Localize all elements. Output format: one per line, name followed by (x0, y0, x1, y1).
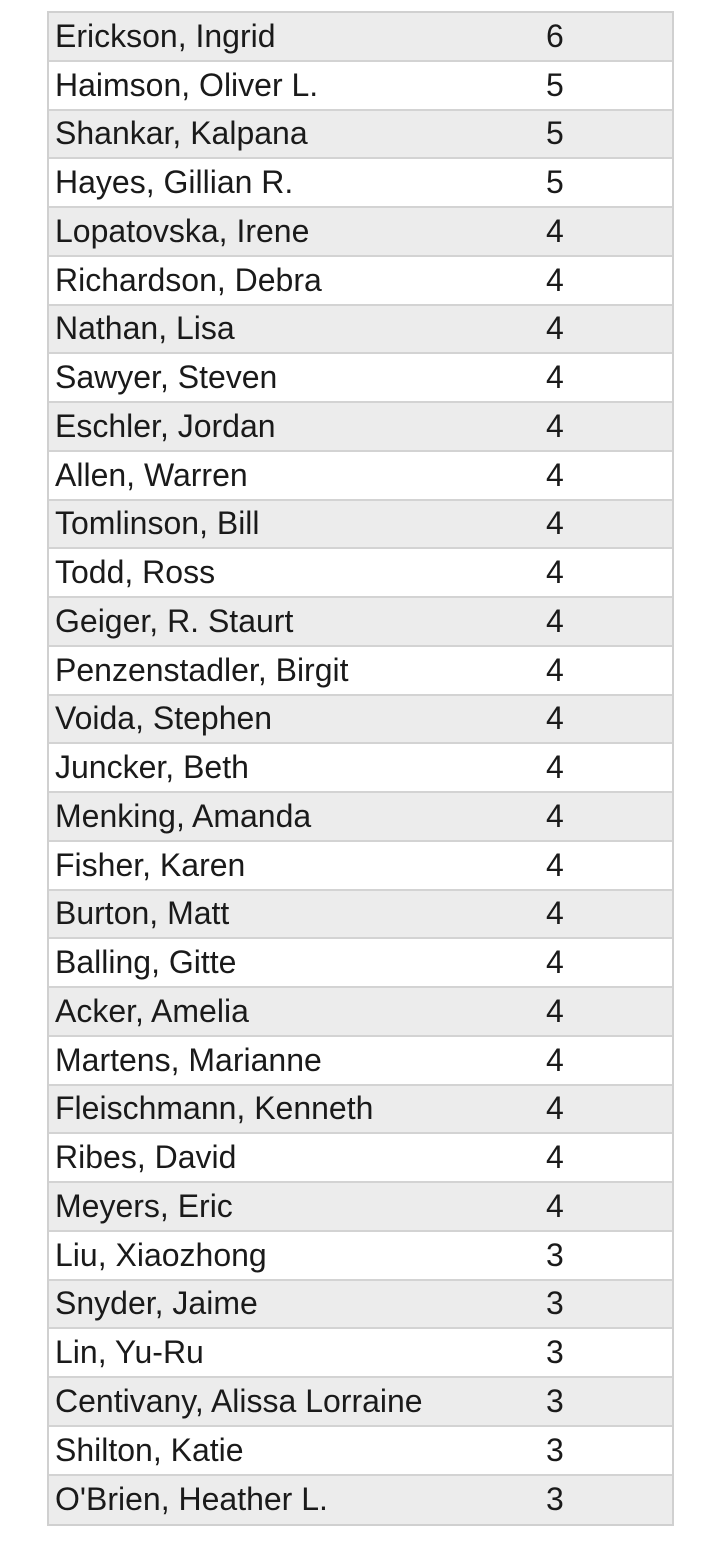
count-cell: 4 (546, 992, 564, 1029)
author-name-cell: Eschler, Jordan (55, 407, 276, 444)
table-row: Geiger, R. Staurt 4 (49, 598, 672, 647)
count-cell: 4 (546, 651, 564, 688)
author-name-cell: Martens, Marianne (55, 1041, 322, 1078)
author-name-cell: Juncker, Beth (55, 749, 249, 786)
author-name-cell: Menking, Amanda (55, 797, 312, 834)
author-name-cell: Liu, Xiaozhong (55, 1236, 267, 1273)
count-cell: 3 (546, 1481, 564, 1518)
table-row: Sawyer, Steven 4 (49, 354, 672, 403)
author-name-cell: Burton, Matt (55, 895, 230, 932)
table-row: Richardson, Debra 4 (49, 256, 672, 306)
author-name-cell: Richardson, Debra (55, 261, 322, 298)
count-cell: 4 (546, 1041, 564, 1078)
count-cell: 3 (546, 1236, 564, 1273)
author-name-cell: Allen, Warren (55, 456, 248, 493)
table-row: Todd, Ross 4 (49, 549, 672, 598)
author-name-cell: Snyder, Jaime (55, 1285, 258, 1322)
count-cell: 4 (546, 602, 564, 639)
count-cell: 4 (546, 846, 564, 883)
table-row: Erickson, Ingrid 6 (49, 13, 672, 62)
author-name-cell: Sawyer, Steven (55, 359, 278, 396)
table-row: Tomlinson, Bill 4 (49, 500, 672, 550)
count-cell: 4 (546, 1090, 564, 1127)
author-name-cell: Haimson, Oliver L. (55, 66, 319, 103)
count-cell: 3 (546, 1431, 564, 1468)
table-row: Acker, Amelia 4 (49, 988, 672, 1037)
author-name-cell: Voida, Stephen (55, 700, 273, 737)
table-row: Juncker, Beth 4 (49, 744, 672, 793)
table-row: Centivany, Alissa Lorraine 3 (49, 1378, 672, 1427)
table-row: Burton, Matt 4 (49, 890, 672, 940)
author-name-cell: Nathan, Lisa (55, 310, 235, 347)
author-name-cell: Centivany, Alissa Lorraine (55, 1382, 423, 1419)
count-cell: 4 (546, 261, 564, 298)
author-name-cell: Todd, Ross (55, 554, 216, 591)
count-cell: 5 (546, 115, 564, 152)
author-name-cell: Fisher, Karen (55, 846, 246, 883)
table-row: O'Brien, Heather L. 3 (49, 1475, 672, 1525)
author-name-cell: Acker, Amelia (55, 992, 249, 1029)
author-name-cell: Fleischmann, Kenneth (55, 1090, 374, 1127)
count-cell: 4 (546, 797, 564, 834)
count-cell: 4 (546, 212, 564, 249)
count-cell: 4 (546, 700, 564, 737)
table-row: Shilton, Katie 3 (49, 1426, 672, 1476)
table-row: Lin, Yu-Ru 3 (49, 1329, 672, 1378)
count-cell: 4 (546, 944, 564, 981)
author-name-cell: Lin, Yu-Ru (55, 1334, 204, 1371)
table-row: Ribes, David 4 (49, 1134, 672, 1183)
table-row: Meyers, Eric 4 (49, 1183, 672, 1232)
count-cell: 5 (546, 164, 564, 201)
author-name-cell: Erickson, Ingrid (55, 17, 276, 54)
table-row: Hayes, Gillian R. 5 (49, 159, 672, 208)
author-name-cell: Ribes, David (55, 1139, 237, 1176)
count-cell: 3 (546, 1285, 564, 1322)
author-count-table: Erickson, Ingrid 6 Haimson, Oliver L. 5 Shan… (47, 11, 674, 1527)
table-row: Eschler, Jordan 4 (49, 403, 672, 452)
table-row: Penzenstadler, Birgit 4 (49, 646, 672, 696)
table-row: Shankar, Kalpana 5 (49, 110, 672, 160)
table-row: Fleischmann, Kenneth 4 (49, 1085, 672, 1135)
table-row: Voida, Stephen 4 (49, 695, 672, 745)
count-cell: 3 (546, 1334, 564, 1371)
count-cell: 4 (546, 505, 564, 542)
author-name-cell: Lopatovska, Irene (55, 212, 310, 249)
author-name-cell: Tomlinson, Bill (55, 505, 260, 542)
table-row: Haimson, Oliver L. 5 (49, 61, 672, 111)
author-name-cell: O'Brien, Heather L. (55, 1481, 328, 1518)
table-row: Menking, Amanda 4 (49, 793, 672, 842)
table-row: Balling, Gitte 4 (49, 939, 672, 988)
author-name-cell: Meyers, Eric (55, 1187, 233, 1224)
table-row: Nathan, Lisa 4 (49, 305, 672, 355)
count-cell: 4 (546, 749, 564, 786)
count-cell: 4 (546, 1139, 564, 1176)
author-name-cell: Balling, Gitte (55, 944, 237, 981)
count-cell: 3 (546, 1382, 564, 1419)
count-cell: 4 (546, 456, 564, 493)
author-name-cell: Shankar, Kalpana (55, 115, 308, 152)
author-name-cell: Penzenstadler, Birgit (55, 651, 349, 688)
count-cell: 6 (546, 17, 564, 54)
table-row: Snyder, Jaime 3 (49, 1280, 672, 1330)
count-cell: 4 (546, 407, 564, 444)
count-cell: 4 (546, 310, 564, 347)
count-cell: 5 (546, 66, 564, 103)
count-cell: 4 (546, 359, 564, 396)
count-cell: 4 (546, 1187, 564, 1224)
table-row: Allen, Warren 4 (49, 451, 672, 501)
table-row: Liu, Xiaozhong 3 (49, 1231, 672, 1281)
table-row: Lopatovska, Irene 4 (49, 208, 672, 257)
author-name-cell: Hayes, Gillian R. (55, 164, 294, 201)
author-name-cell: Geiger, R. Staurt (55, 602, 294, 639)
table-row: Fisher, Karen 4 (49, 841, 672, 891)
count-cell: 4 (546, 554, 564, 591)
count-cell: 4 (546, 895, 564, 932)
author-name-cell: Shilton, Katie (55, 1431, 244, 1468)
table-row: Martens, Marianne 4 (49, 1036, 672, 1086)
